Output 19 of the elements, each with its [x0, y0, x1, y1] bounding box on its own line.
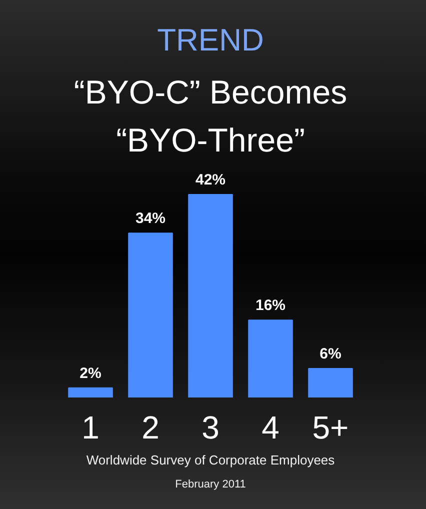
data-label: 6% — [320, 346, 342, 363]
chart-title: TREND — [157, 22, 264, 58]
x-tick-label: 2 — [142, 410, 160, 446]
bar — [68, 387, 113, 398]
data-label: 16% — [255, 297, 286, 314]
data-label: 34% — [135, 210, 166, 228]
bar — [308, 368, 353, 398]
chart-subtitle: “BYO-C” Becomes “BYO-Three” — [74, 73, 348, 158]
data-label: 42% — [195, 172, 226, 189]
text: February 2011 — [175, 478, 246, 490]
text: Worldwide Survey of Corporate Employees — [86, 452, 336, 468]
data-label: 2% — [80, 364, 102, 382]
bar — [188, 194, 233, 398]
x-tick-label: 3 — [202, 410, 220, 446]
x-tick-label: 4 — [262, 410, 280, 446]
x-tick-label: 5+ — [312, 410, 349, 446]
bar — [128, 232, 173, 398]
x-tick-label: 1 — [82, 410, 100, 446]
bar — [248, 320, 293, 398]
